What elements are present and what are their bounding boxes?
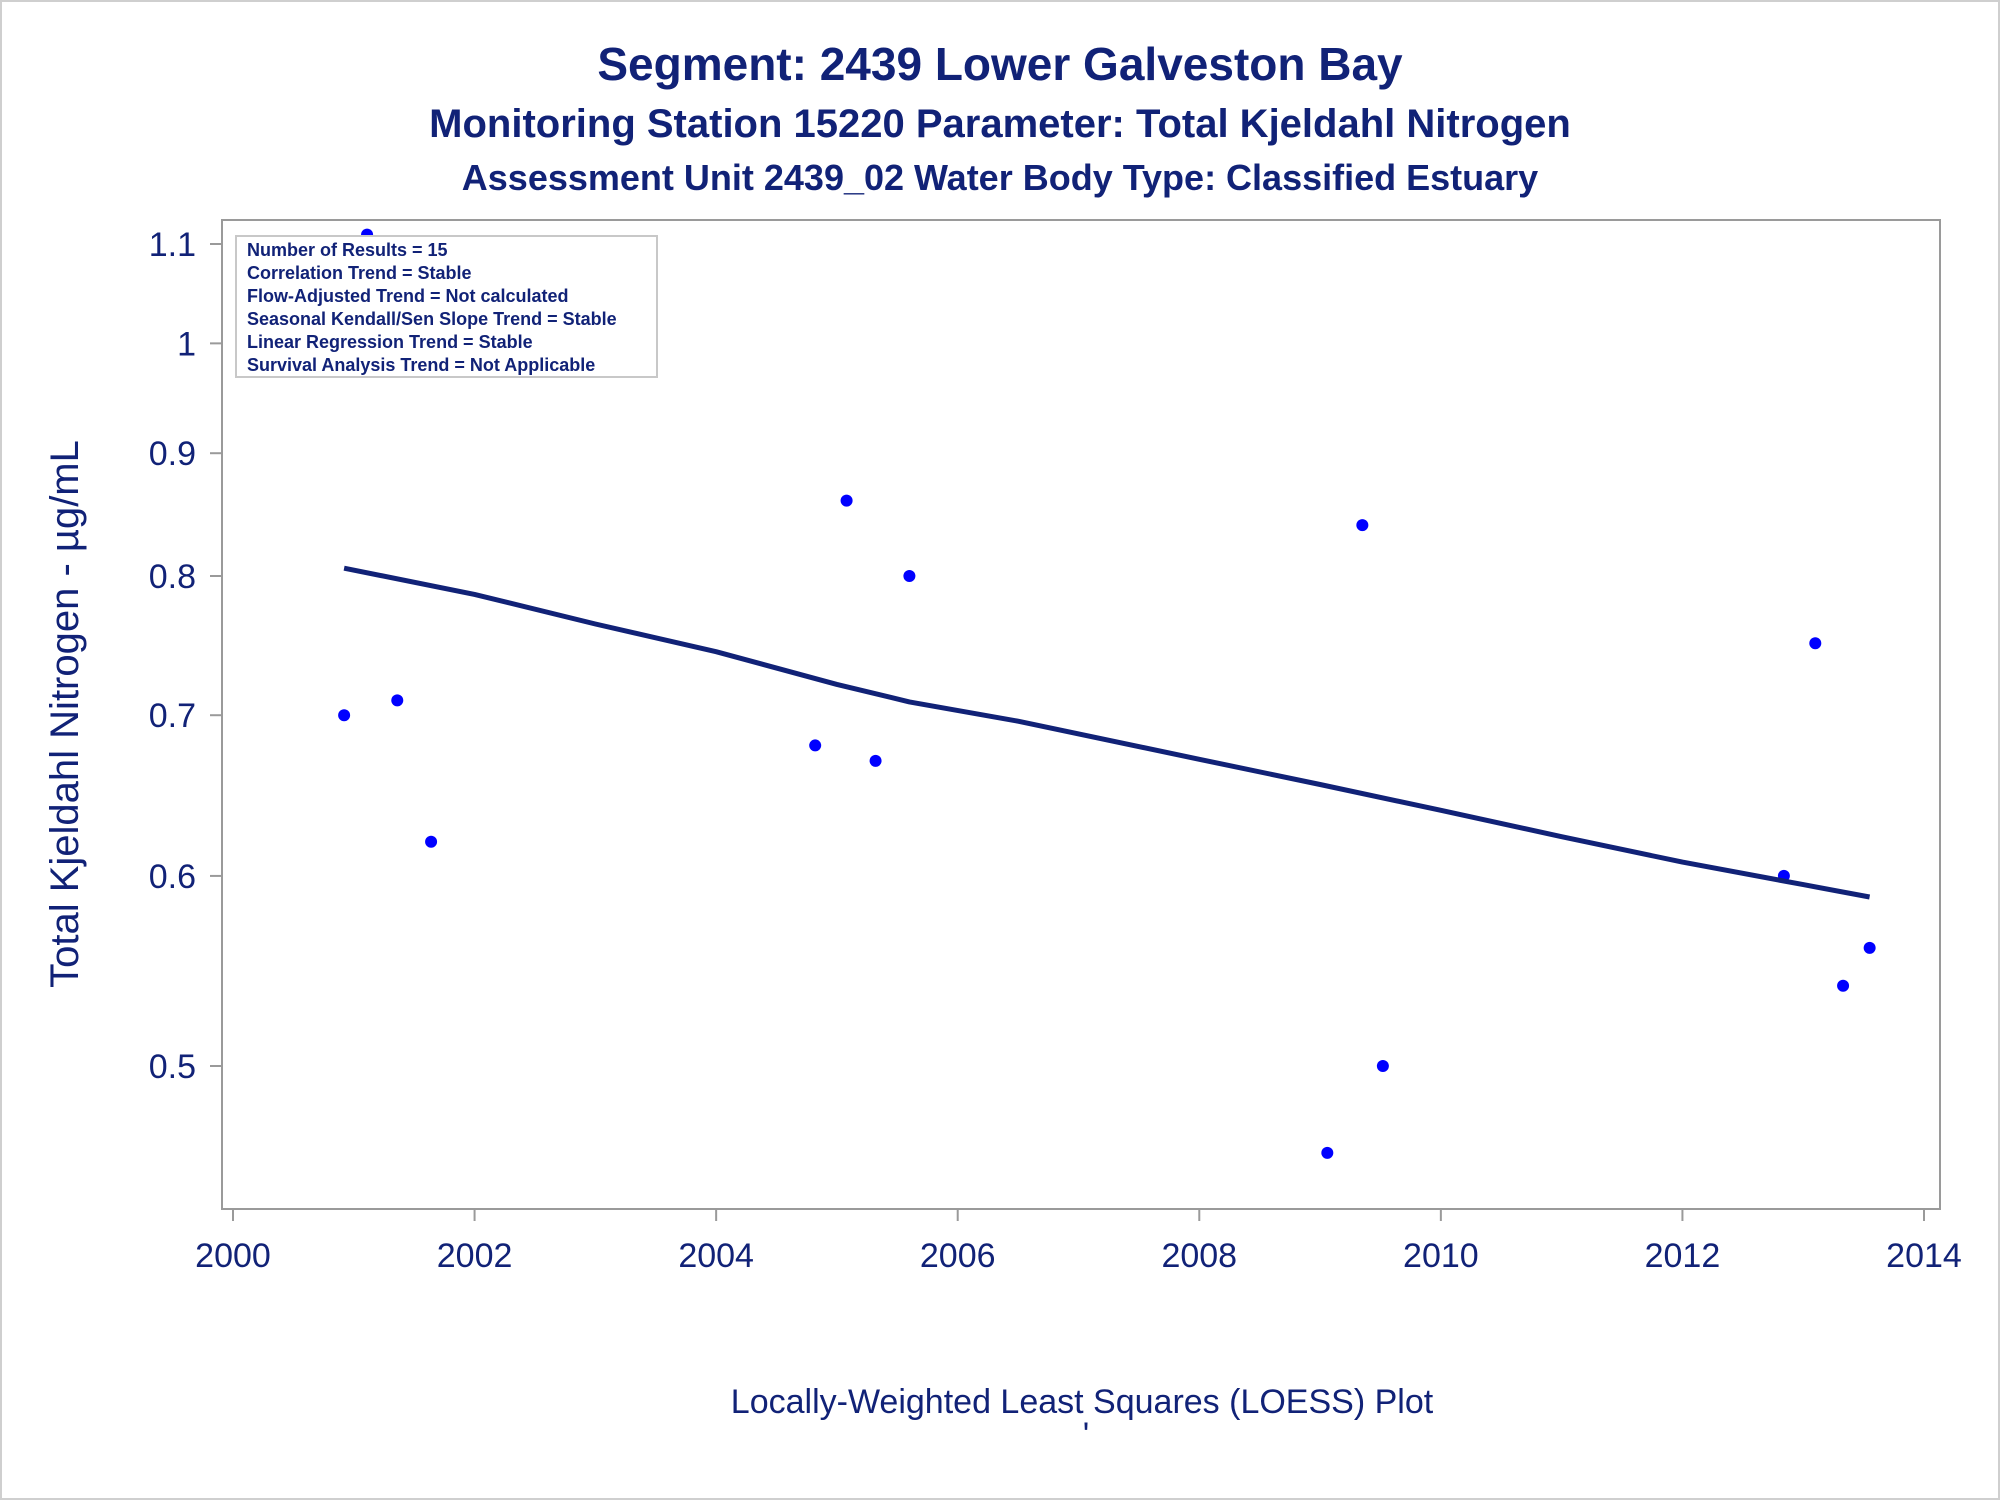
data-point [1863, 941, 1876, 954]
stats-line: Linear Regression Trend = Stable [247, 332, 533, 352]
data-point [1321, 1146, 1334, 1159]
y-axis-label: Total Kjeldahl Nitrogen - µg/mL [43, 440, 87, 988]
x-tick-label: 2014 [1886, 1237, 1962, 1275]
loess-trend-line [343, 565, 1871, 900]
chart-subtitle: Monitoring Station 15220 Parameter: Tota… [429, 102, 1571, 146]
x-tick-label: 2002 [437, 1237, 513, 1275]
chart-footnote: Locally-Weighted Least Squares (LOESS) P… [731, 1383, 1434, 1421]
data-point [903, 570, 916, 583]
x-tick-label: 2012 [1645, 1237, 1721, 1275]
y-tick-label: 0.8 [149, 558, 196, 596]
data-point [869, 754, 882, 767]
chart-title: Segment: 2439 Lower Galveston Bay [597, 38, 1403, 90]
y-tick-label: 0.7 [149, 697, 196, 735]
x-tick-label: 2000 [195, 1237, 271, 1275]
y-tick-label: 0.6 [149, 858, 196, 896]
data-point [1837, 979, 1850, 992]
stats-line: Flow-Adjusted Trend = Not calculated [247, 286, 569, 306]
data-point [1809, 637, 1822, 650]
chart-subtitle-2: Assessment Unit 2439_02 Water Body Type:… [462, 157, 1538, 198]
x-tick-label: 2008 [1161, 1237, 1237, 1275]
data-point [338, 709, 351, 722]
y-tick-label: 1.1 [149, 226, 196, 264]
stats-line: Number of Results = 15 [247, 240, 448, 260]
stats-box: Number of Results = 15 Correlation Trend… [235, 235, 658, 378]
x-tick-label: 2006 [920, 1237, 996, 1275]
y-axis: 0.5 0.6 0.7 0.8 0.9 1 1.1 [149, 226, 222, 1086]
x-tick-label: 2004 [678, 1237, 754, 1275]
stats-box-frame [235, 235, 658, 378]
series-layer [338, 228, 1876, 1159]
data-point [840, 494, 853, 507]
data-point [1376, 1060, 1389, 1072]
chart-footnote-2: ' [1083, 1416, 1090, 1454]
y-tick-label: 0.9 [149, 435, 196, 473]
x-tick-label: 2010 [1403, 1237, 1479, 1275]
stats-line: Seasonal Kendall/Sen Slope Trend = Stabl… [247, 309, 617, 329]
stats-line: Correlation Trend = Stable [247, 263, 472, 283]
data-point [1356, 519, 1369, 532]
data-point [391, 694, 404, 707]
data-point [809, 739, 822, 752]
x-axis: 2000 2002 2004 2006 2008 2010 2012 2014 [195, 1209, 1962, 1275]
stats-line: Survival Analysis Trend = Not Applicable [247, 355, 595, 375]
data-point [425, 835, 438, 848]
y-tick-label: 1 [177, 325, 196, 363]
y-tick-label: 0.5 [149, 1048, 196, 1086]
